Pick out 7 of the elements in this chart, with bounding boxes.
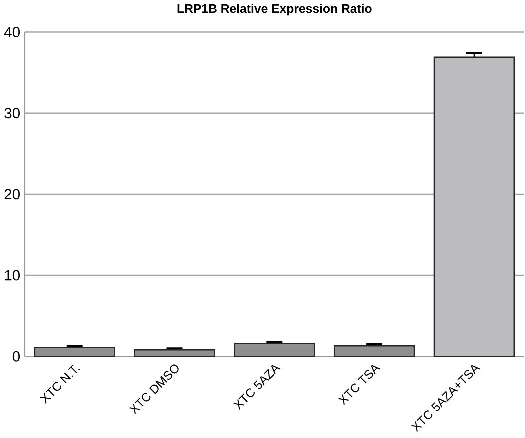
bar [434,56,516,358]
y-tick-label: 10 [5,270,20,281]
chart-title: LRP1B Relative Expression Ratio [178,4,372,16]
y-tick-label: 20 [4,188,20,200]
y-tick-label: 30 [4,108,20,118]
y-tick-label: 40 [4,26,20,38]
y-tick-label: 0 [12,351,20,362]
